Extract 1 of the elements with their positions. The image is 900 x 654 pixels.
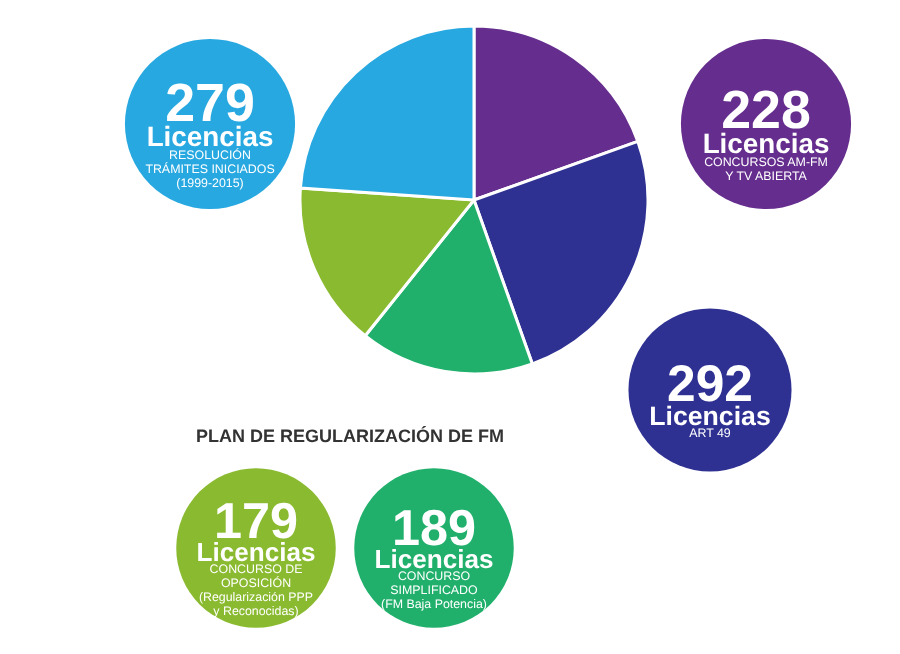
text: PLAN DE REGULARIZACIÓN DE FM xyxy=(196,426,504,446)
